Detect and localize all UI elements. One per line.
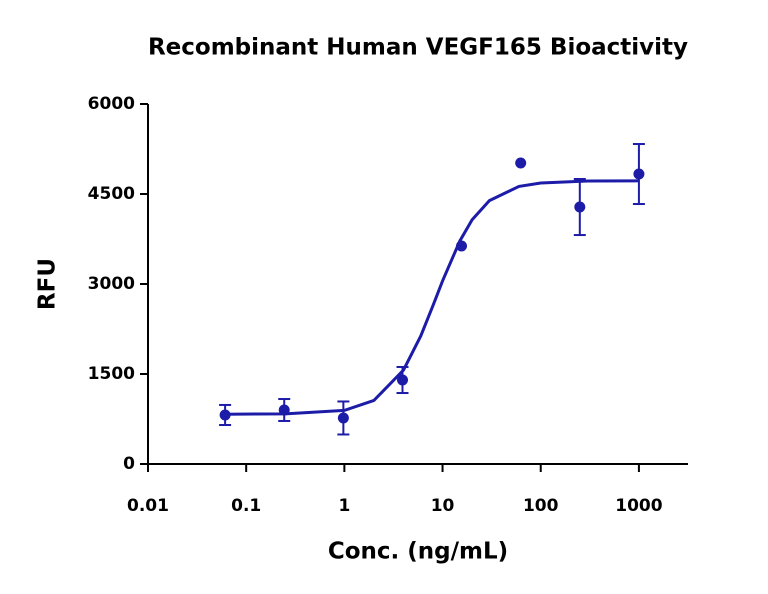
y-tick-label: 6000 bbox=[88, 94, 135, 114]
y-axis-label: RFU bbox=[35, 258, 61, 310]
data-point bbox=[337, 412, 349, 424]
x-tick-label: 100 bbox=[523, 496, 559, 516]
x-tick-label: 1 bbox=[338, 496, 350, 516]
data-point bbox=[633, 168, 645, 180]
chart-title: Recombinant Human VEGF165 Bioactivity bbox=[148, 35, 688, 61]
x-tick-label: 1000 bbox=[615, 496, 662, 516]
y-tick-label: 0 bbox=[123, 454, 135, 474]
data-point bbox=[397, 374, 409, 386]
data-point bbox=[219, 409, 231, 421]
y-tick-label: 3000 bbox=[88, 274, 135, 294]
x-axis-label: Conc. (ng/mL) bbox=[328, 539, 508, 565]
x-tick-label: 0.1 bbox=[231, 496, 261, 516]
fit-curve bbox=[225, 179, 639, 416]
x-tick-label: 10 bbox=[431, 496, 455, 516]
y-tick-label: 1500 bbox=[88, 364, 135, 384]
data-point bbox=[515, 157, 527, 169]
y-tick-label: 4500 bbox=[88, 184, 135, 204]
x-tick-label: 0.01 bbox=[127, 496, 169, 516]
data-point bbox=[574, 201, 586, 213]
